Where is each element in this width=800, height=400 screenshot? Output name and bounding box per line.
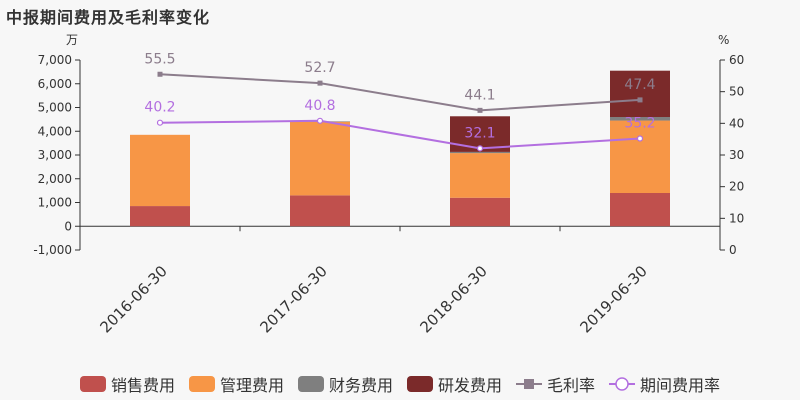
x-tick-label: 2018-06-30 bbox=[416, 262, 490, 336]
legend: 销售费用 管理费用 财务费用 研发费用 毛利率 期间费用率 bbox=[0, 372, 800, 396]
x-tick-label: 2017-06-30 bbox=[256, 262, 330, 336]
data-label-毛利率: 44.1 bbox=[464, 87, 495, 103]
legend-swatch bbox=[297, 376, 324, 392]
right-axis-unit: % bbox=[718, 33, 729, 47]
legend-item[interactable]: 期间费用率 bbox=[609, 372, 720, 396]
point-期间费用率 bbox=[316, 117, 324, 124]
bar-销售费用 bbox=[290, 195, 350, 227]
legend-item[interactable]: 研发费用 bbox=[407, 372, 502, 396]
point-毛利率 bbox=[157, 71, 163, 77]
bar-管理费用 bbox=[290, 121, 350, 196]
right-tick-label: 30 bbox=[729, 148, 744, 162]
legend-label: 财务费用 bbox=[328, 376, 393, 395]
bar-财务费用 bbox=[610, 117, 670, 121]
left-axis-unit: 万 bbox=[66, 33, 78, 47]
left-tick-label: 7,000 bbox=[38, 53, 72, 67]
right-tick-label: 40 bbox=[729, 116, 744, 130]
legend-label: 毛利率 bbox=[547, 376, 596, 395]
bar-销售费用 bbox=[610, 193, 670, 227]
legend-label: 销售费用 bbox=[110, 376, 175, 395]
point-期间费用率 bbox=[476, 145, 484, 152]
point-毛利率 bbox=[317, 80, 323, 86]
left-tick-label: 1,000 bbox=[38, 196, 72, 210]
legend-label: 研发费用 bbox=[438, 376, 503, 395]
point-期间费用率 bbox=[636, 135, 644, 142]
legend-swatch bbox=[188, 376, 215, 392]
data-label-期间费用率: 35.2 bbox=[624, 116, 655, 132]
line-期间费用率 bbox=[159, 119, 641, 150]
x-tick-label: 2016-06-30 bbox=[96, 262, 170, 336]
left-tick-label: 4,000 bbox=[38, 124, 72, 138]
left-tick-label: 5,000 bbox=[38, 101, 72, 115]
legend-label: 管理费用 bbox=[219, 376, 284, 395]
bar-销售费用 bbox=[450, 197, 510, 227]
x-tick-label: 2019-06-30 bbox=[576, 262, 650, 336]
legend-label: 期间费用率 bbox=[640, 376, 721, 395]
left-tick-label: -1,000 bbox=[33, 243, 72, 257]
data-label-期间费用率: 40.2 bbox=[144, 100, 175, 116]
legend-line-swatch bbox=[516, 379, 543, 389]
data-label-毛利率: 55.5 bbox=[144, 51, 175, 67]
legend-swatch bbox=[79, 376, 106, 392]
line-毛利率 bbox=[159, 73, 641, 112]
right-tick-label: 0 bbox=[729, 243, 737, 257]
data-label-期间费用率: 32.1 bbox=[464, 125, 495, 141]
bar-管理费用 bbox=[130, 134, 190, 207]
data-label-期间费用率: 40.8 bbox=[304, 98, 335, 114]
legend-line-swatch bbox=[609, 377, 636, 391]
bar-管理费用 bbox=[610, 120, 670, 193]
left-tick-label: 3,000 bbox=[38, 148, 72, 162]
right-tick-label: 20 bbox=[729, 180, 744, 194]
point-毛利率 bbox=[477, 107, 483, 113]
bar-财务费用 bbox=[450, 151, 510, 154]
bar-销售费用 bbox=[130, 206, 190, 227]
right-tick-label: 50 bbox=[729, 85, 744, 99]
point-期间费用率 bbox=[156, 119, 164, 126]
chart-title: 中报期间费用及毛利率变化 bbox=[6, 8, 211, 27]
bar-管理费用 bbox=[450, 153, 510, 198]
legend-item[interactable]: 财务费用 bbox=[297, 372, 393, 396]
legend-item[interactable]: 管理费用 bbox=[188, 372, 284, 396]
point-毛利率 bbox=[637, 97, 643, 103]
left-tick-label: 0 bbox=[64, 219, 72, 233]
legend-item[interactable]: 毛利率 bbox=[516, 372, 595, 396]
right-tick-label: 10 bbox=[729, 211, 744, 225]
right-tick-label: 60 bbox=[729, 53, 744, 67]
legend-swatch bbox=[407, 376, 433, 392]
data-label-毛利率: 52.7 bbox=[304, 60, 335, 76]
left-tick-label: 2,000 bbox=[38, 172, 72, 186]
left-tick-label: 6,000 bbox=[38, 77, 72, 91]
data-label-毛利率: 47.4 bbox=[624, 77, 655, 93]
legend-item[interactable]: 销售费用 bbox=[79, 372, 175, 396]
bar-研发费用 bbox=[610, 70, 670, 117]
